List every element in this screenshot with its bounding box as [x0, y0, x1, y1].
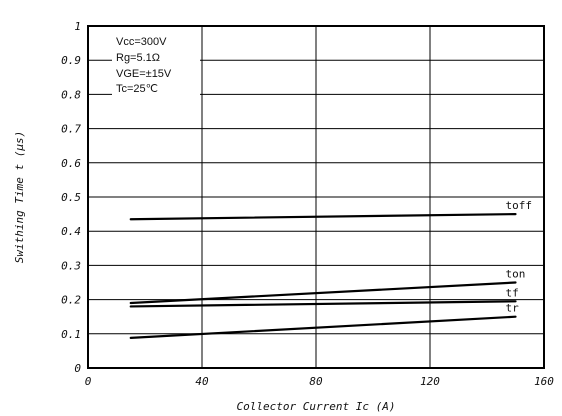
series-label-ton: ton — [506, 268, 526, 281]
condition-vge: VGE=±15V — [116, 68, 172, 80]
condition-rg: Rg=5.1Ω — [116, 52, 160, 64]
condition-tc: Tc=25℃ — [116, 83, 158, 95]
x-tick-label-3: 120 — [420, 375, 440, 388]
x-tick-label-0: 0 — [85, 375, 92, 388]
x-tick-label-2: 80 — [309, 375, 323, 388]
conditions-box: Vcc=300V Rg=5.1Ω VGE=±15V Tc=25℃ — [112, 29, 200, 97]
x-tick-labels: 0 40 80 120 160 — [85, 375, 555, 388]
series-label-tf: tf — [506, 286, 519, 299]
series-label-tr: tr — [506, 302, 520, 315]
x-tick-label-1: 40 — [195, 375, 209, 388]
y-tick-label-7: 0.7 — [61, 123, 81, 136]
series-line-toff — [129, 213, 517, 221]
x-axis-label: Collector Current Ic (A) — [237, 400, 396, 413]
y-tick-label-6: 0.6 — [61, 157, 81, 170]
y-tick-label-1: 0.1 — [61, 328, 81, 341]
y-tick-label-4: 0.4 — [61, 225, 81, 238]
series-labels: toff ton tf tr — [506, 199, 533, 315]
y-tick-labels: 0 0.1 0.2 0.3 0.4 0.5 0.6 0.7 0.8 0.9 1 — [61, 20, 81, 375]
condition-vcc: Vcc=300V — [116, 36, 167, 48]
y-tick-label-0: 0 — [74, 362, 81, 375]
y-tick-label-10: 1 — [74, 20, 81, 33]
conditions-box-bg — [112, 29, 200, 97]
series-line-ton — [129, 281, 517, 305]
y-tick-label-9: 0.9 — [61, 54, 81, 67]
y-axis-label: Swithing Time t (µs) — [13, 131, 26, 263]
y-tick-label-8: 0.8 — [61, 88, 81, 101]
series-label-toff: toff — [506, 199, 533, 212]
y-tick-label-2: 0.2 — [61, 294, 81, 307]
plot-frame — [87, 25, 545, 369]
series-line-tr — [129, 315, 517, 340]
series-line-tf — [129, 300, 517, 308]
x-tick-label-4: 160 — [534, 375, 554, 388]
series-lines — [129, 213, 517, 340]
y-tick-label-5: 0.5 — [61, 191, 81, 204]
y-tick-label-3: 0.3 — [61, 259, 81, 272]
